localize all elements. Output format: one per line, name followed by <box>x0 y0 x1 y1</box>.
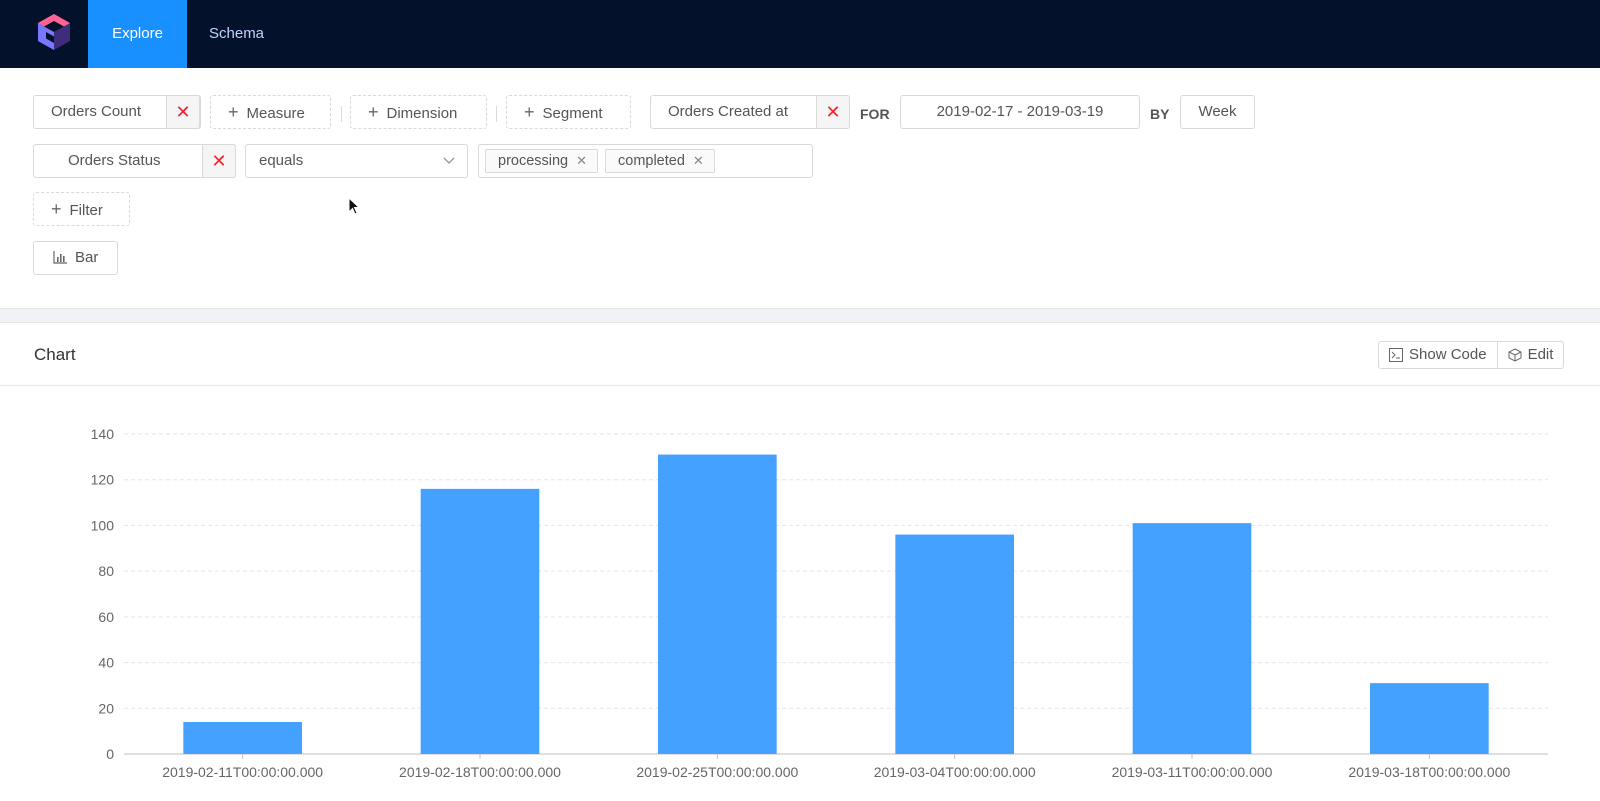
y-tick-label: 60 <box>98 609 114 625</box>
add-segment-label: Segment <box>542 105 603 122</box>
x-tick-label: 2019-02-11T00:00:00.000 <box>162 764 323 780</box>
x-tick-label: 2019-03-11T00:00:00.000 <box>1112 764 1273 780</box>
filter-operator-value: equals <box>259 152 304 169</box>
y-tick-label: 40 <box>98 655 114 671</box>
add-measure-button[interactable]: + Measure <box>210 95 331 129</box>
filter-value-tag: completed ✕ <box>605 149 715 173</box>
for-label: FOR <box>860 106 890 122</box>
granularity-select[interactable]: Week <box>1180 95 1255 129</box>
date-range-value: 2019-02-17 - 2019-03-19 <box>936 103 1104 120</box>
add-dimension-button[interactable]: + Dimension <box>350 95 487 129</box>
add-measure-label: Measure <box>246 105 305 122</box>
granularity-value: Week <box>1198 103 1237 120</box>
close-icon[interactable]: ✕ <box>692 153 704 168</box>
bar-chart-icon <box>53 251 67 264</box>
tab-schema[interactable]: Schema <box>209 25 265 42</box>
plus-icon: + <box>228 102 239 122</box>
x-tick-label: 2019-03-18T00:00:00.000 <box>1348 764 1510 780</box>
card-title: Chart <box>34 345 76 364</box>
close-icon[interactable]: ✕ <box>576 153 588 168</box>
chart-area: 0 20 40 60 80 100 120 140 2019-02-11T00:00:00.00… <box>0 386 1600 796</box>
measure-chip[interactable]: Orders Count ✕ <box>33 95 201 129</box>
filter-operator-select[interactable]: equals <box>245 144 468 178</box>
y-tick-label: 120 <box>91 472 115 488</box>
remove-filter-icon[interactable]: ✕ <box>202 144 236 178</box>
show-code-label: Show Code <box>1409 346 1487 363</box>
chart-type-select[interactable]: Bar <box>33 241 118 275</box>
filter-member-chip[interactable]: Orders Status ✕ <box>33 144 236 178</box>
cube-icon <box>1508 348 1522 362</box>
add-filter-button[interactable]: + Filter <box>33 192 130 226</box>
edit-button[interactable]: Edit <box>1496 342 1564 368</box>
remove-time-dimension-icon[interactable]: ✕ <box>816 95 850 129</box>
tab-explore[interactable]: Explore <box>88 0 187 68</box>
filter-value-label: completed <box>618 153 685 169</box>
section-divider <box>0 308 1600 323</box>
chevron-down-icon <box>443 157 455 164</box>
x-tick-label: 2019-03-04T00:00:00.000 <box>874 764 1036 780</box>
cube-logo-icon[interactable] <box>34 12 74 52</box>
date-range-picker[interactable]: 2019-02-17 - 2019-03-19 <box>900 95 1140 129</box>
measure-chip-label: Orders Count <box>51 103 142 120</box>
add-filter-label: Filter <box>69 202 103 219</box>
bar <box>658 454 777 754</box>
time-dimension-label: Orders Created at <box>668 103 789 120</box>
bar <box>420 488 540 754</box>
add-segment-button[interactable]: + Segment <box>506 95 631 129</box>
bar <box>1132 523 1252 754</box>
separator <box>341 106 342 122</box>
remove-measure-icon[interactable]: ✕ <box>166 95 200 129</box>
y-tick-label: 140 <box>91 426 115 442</box>
query-builder: Orders Count ✕ + Measure + Dimension + Segm… <box>0 68 1600 308</box>
y-tick-label: 20 <box>98 700 114 716</box>
plus-icon: + <box>368 102 379 122</box>
edit-label: Edit <box>1527 346 1554 363</box>
separator <box>496 106 497 122</box>
by-label: BY <box>1150 106 1170 122</box>
bar <box>1370 683 1489 754</box>
bar <box>183 722 302 754</box>
chart-card-header: Chart Show Code Edit <box>0 323 1600 386</box>
bar <box>895 534 1014 754</box>
plus-icon: + <box>51 199 62 219</box>
add-dimension-label: Dimension <box>386 105 458 122</box>
x-tick-label: 2019-02-25T00:00:00.000 <box>636 764 798 780</box>
filter-value-tag: processing ✕ <box>485 149 599 173</box>
bar-chart: 0 20 40 60 80 100 120 140 2019-02-11T00:00:00.00… <box>91 426 1548 780</box>
y-tick-label: 80 <box>98 563 114 579</box>
y-tick-label: 0 <box>106 746 114 762</box>
x-tick-label: 2019-02-18T00:00:00.000 <box>399 764 561 780</box>
plus-icon: + <box>524 102 535 122</box>
filter-value-label: processing <box>498 153 569 169</box>
filter-values-input[interactable]: processing ✕ completed ✕ <box>478 144 813 178</box>
card-actions: Show Code Edit <box>1378 341 1565 369</box>
show-code-button[interactable]: Show Code <box>1379 342 1497 368</box>
time-dimension-chip[interactable]: Orders Created at ✕ <box>650 95 850 129</box>
filter-member-label: Orders Status <box>68 152 161 169</box>
top-nav: Explore Schema <box>0 0 1600 68</box>
code-icon <box>1389 348 1403 362</box>
mouse-cursor-icon <box>348 197 361 215</box>
y-tick-label: 100 <box>91 517 115 533</box>
chart-type-label: Bar <box>75 249 99 266</box>
